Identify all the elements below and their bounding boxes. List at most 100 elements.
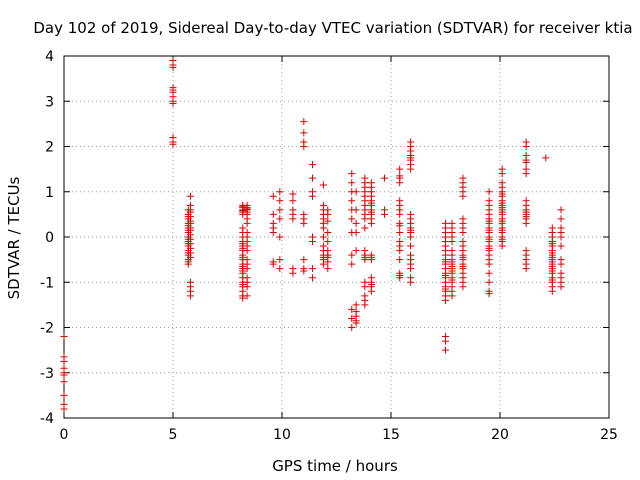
x-tick-label: 10 — [273, 427, 291, 443]
data-point — [522, 265, 530, 273]
data-point — [380, 210, 388, 218]
data-point — [548, 287, 556, 295]
data-point — [186, 249, 194, 257]
data-point — [367, 199, 375, 207]
data-point — [548, 276, 556, 284]
data-point — [485, 201, 493, 209]
data-point — [324, 251, 332, 259]
data-point — [442, 346, 449, 354]
data-point — [448, 258, 456, 266]
data-point — [448, 233, 456, 241]
data-point — [407, 226, 415, 234]
data-point — [184, 258, 192, 266]
data-point — [169, 86, 177, 94]
data-point — [186, 192, 194, 200]
data-point — [348, 305, 356, 313]
data-point — [548, 262, 556, 270]
data-point — [243, 278, 251, 286]
data-point — [60, 357, 68, 365]
data-point — [348, 324, 356, 331]
data-point — [448, 224, 456, 232]
data-point — [239, 262, 247, 270]
data-point — [324, 217, 332, 225]
data-point — [352, 219, 360, 227]
data-point — [407, 265, 415, 273]
data-point — [548, 253, 556, 261]
data-point — [396, 172, 404, 180]
data-point — [352, 188, 360, 196]
data-point — [557, 274, 565, 282]
data-point — [498, 204, 506, 212]
data-point — [498, 190, 506, 198]
data-point — [396, 210, 404, 218]
x-tick-label: 25 — [600, 427, 618, 443]
data-points — [60, 57, 565, 413]
y-tick-label: -1 — [40, 275, 54, 291]
data-point — [396, 256, 404, 264]
data-point — [498, 242, 506, 250]
data-point — [186, 283, 194, 291]
data-point — [407, 154, 415, 162]
data-point — [352, 301, 360, 309]
data-point — [324, 258, 332, 266]
data-point — [169, 100, 177, 108]
data-point — [367, 253, 375, 261]
y-axis-label: SDTVAR / TECUs — [5, 176, 23, 299]
data-point — [442, 271, 449, 279]
data-point — [361, 301, 369, 309]
data-point — [407, 233, 415, 241]
y-tick-label: -4 — [40, 411, 54, 427]
data-point — [309, 238, 317, 246]
data-point — [276, 215, 284, 223]
y-tick-label: 1 — [45, 185, 54, 201]
data-point — [348, 197, 356, 205]
data-point — [186, 292, 194, 300]
data-point — [276, 265, 284, 273]
data-point — [276, 197, 284, 205]
data-point — [289, 197, 297, 205]
data-point — [548, 240, 556, 248]
data-point — [186, 226, 194, 234]
x-tick-label: 15 — [382, 427, 400, 443]
data-point — [348, 251, 356, 259]
data-point — [396, 165, 404, 173]
data-point — [557, 260, 565, 268]
data-point — [498, 217, 506, 225]
data-point — [448, 292, 456, 300]
data-point — [319, 219, 327, 227]
data-point — [60, 378, 68, 386]
data-point — [485, 235, 493, 243]
data-point — [442, 242, 449, 250]
data-point — [396, 179, 404, 187]
data-point — [522, 158, 530, 166]
data-point — [300, 267, 308, 275]
data-point — [485, 188, 493, 196]
data-point — [407, 242, 415, 250]
data-point — [300, 256, 308, 264]
data-point — [60, 391, 68, 399]
axis-ticks: 0 5 10 15 20 25 -4 -3 -2 -1 0 1 2 3 4 — [40, 49, 618, 443]
data-point — [324, 265, 332, 273]
data-point — [498, 235, 506, 243]
data-point — [442, 285, 449, 293]
data-point — [309, 192, 317, 200]
data-point — [557, 283, 565, 291]
data-point — [396, 201, 404, 209]
data-point — [60, 333, 68, 341]
data-point — [396, 222, 404, 230]
grid-lines — [64, 56, 609, 418]
data-point — [448, 267, 456, 275]
y-tick-label: 2 — [45, 140, 54, 156]
data-point — [276, 256, 284, 264]
data-point — [169, 140, 177, 148]
data-point — [396, 271, 404, 279]
data-point — [239, 244, 247, 252]
data-point — [498, 170, 506, 178]
data-point — [348, 260, 356, 268]
data-point — [361, 215, 369, 223]
data-point — [367, 281, 375, 289]
data-point — [407, 256, 415, 264]
data-point — [324, 238, 332, 246]
data-point — [485, 244, 493, 252]
